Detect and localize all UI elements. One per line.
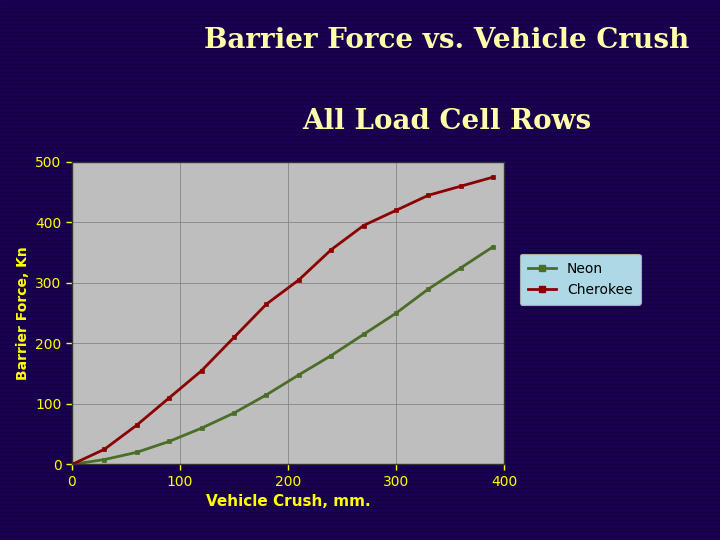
Y-axis label: Barrier Force, Kn: Barrier Force, Kn [16,246,30,380]
X-axis label: Vehicle Crush, mm.: Vehicle Crush, mm. [206,495,370,509]
Text: Barrier Force vs. Vehicle Crush: Barrier Force vs. Vehicle Crush [204,27,689,54]
Text: All Load Cell Rows: All Load Cell Rows [302,108,591,135]
Legend: Neon, Cherokee: Neon, Cherokee [520,254,641,305]
